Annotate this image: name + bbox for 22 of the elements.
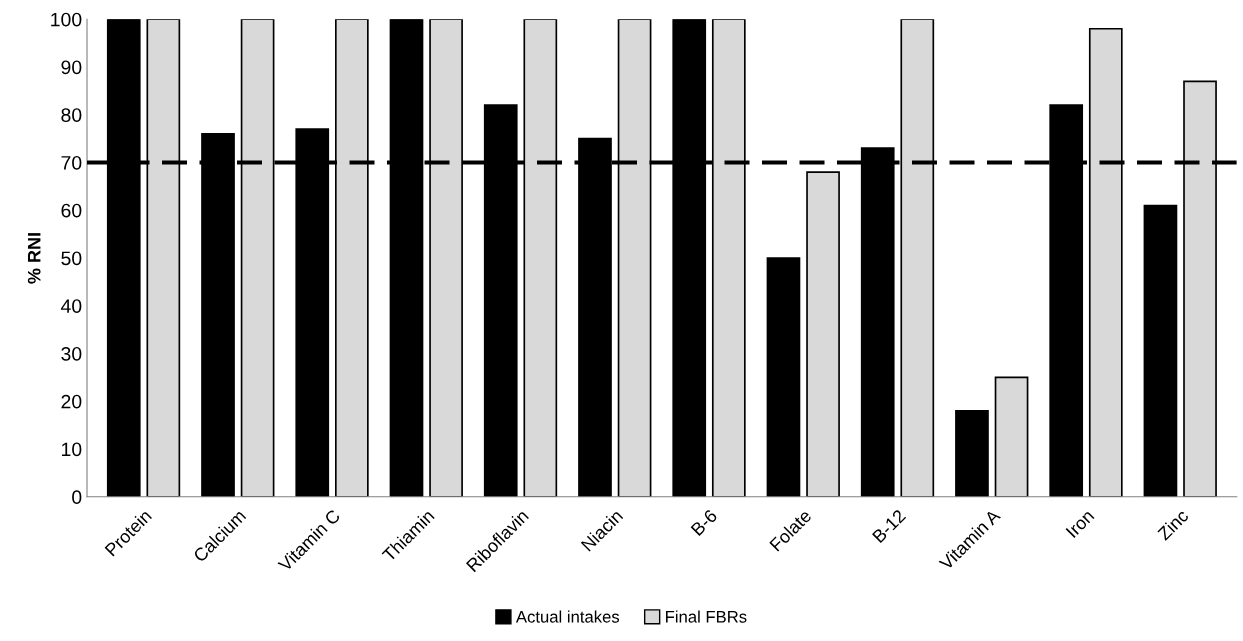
y-tick-label: 30 bbox=[61, 346, 82, 361]
y-tick-label: 0 bbox=[72, 490, 82, 505]
y-tick-label: 80 bbox=[61, 108, 82, 122]
bar bbox=[766, 257, 801, 497]
bar bbox=[994, 376, 1029, 497]
y-tick-label: 50 bbox=[61, 251, 82, 266]
x-tick-label: Zinc bbox=[1156, 508, 1190, 541]
y-tick-label: 40 bbox=[60, 299, 82, 313]
x-tick-label: Iron bbox=[1065, 509, 1095, 539]
y-tick-label: 60 bbox=[61, 203, 82, 218]
legend-label: Actual intakes bbox=[515, 610, 620, 623]
legend-label: Final FBRs bbox=[666, 610, 747, 623]
bar bbox=[1143, 204, 1178, 497]
bar bbox=[806, 171, 840, 497]
y-tick-label: 10 bbox=[62, 442, 82, 457]
y-tick-label: 70 bbox=[61, 155, 82, 170]
y-tick-label: 20 bbox=[61, 394, 82, 409]
y-axis-title: % RNI bbox=[27, 233, 41, 284]
x-tick-label: B-6 bbox=[690, 508, 718, 537]
y-tick-label: 100 bbox=[51, 12, 82, 27]
y-tick-label: 90 bbox=[61, 60, 82, 75]
bar bbox=[955, 409, 989, 497]
